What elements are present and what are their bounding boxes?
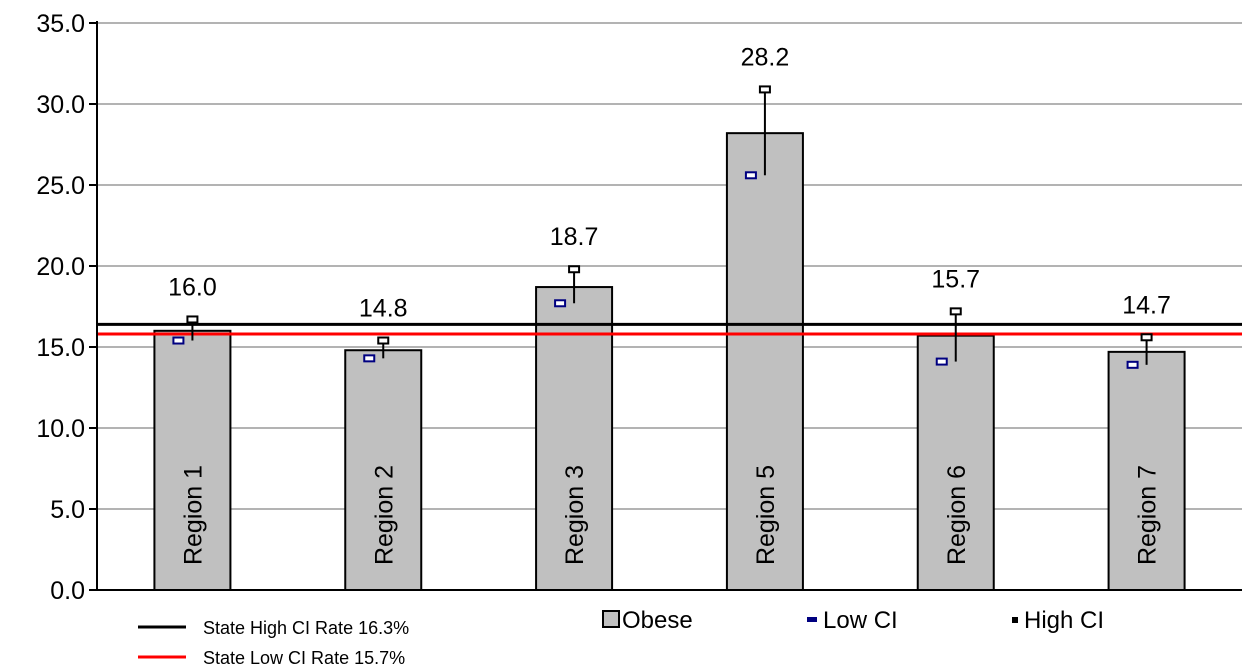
high-ci-marker — [568, 265, 581, 274]
high-ci-marker — [949, 307, 962, 316]
bar — [535, 286, 614, 591]
y-tick-label: 30.0 — [36, 91, 85, 119]
bars — [153, 132, 1186, 591]
bar — [916, 334, 995, 591]
category-label: Region 6 — [943, 465, 971, 565]
legend-label: High CI — [1024, 607, 1104, 634]
legend: State High CI Rate 16.3% State Low CI Rat… — [138, 607, 1104, 666]
data-label: 16.0 — [168, 273, 217, 301]
gridlines — [97, 22, 1242, 510]
y-tick-label: 0.0 — [50, 577, 85, 605]
low-ci-marker — [363, 354, 376, 363]
legend-label: Obese — [622, 607, 693, 634]
axes — [89, 21, 1242, 591]
category-label: Region 5 — [752, 465, 780, 565]
legend-label: State High CI Rate 16.3% — [203, 618, 409, 638]
category-label: Region 3 — [561, 465, 589, 565]
category-label: Region 7 — [1134, 465, 1162, 565]
category-label: Region 1 — [179, 465, 207, 565]
y-tick-label: 10.0 — [36, 415, 85, 443]
low-ci-marker — [172, 336, 185, 345]
data-label: 15.7 — [931, 265, 980, 293]
low-ci-marker — [744, 171, 757, 180]
reference-lines — [97, 322, 1242, 336]
bar — [344, 349, 423, 591]
low-ci-marker — [554, 299, 567, 308]
legend-label: Low CI — [823, 607, 898, 634]
y-tick-label: 15.0 — [36, 334, 85, 362]
high-ci-marker — [758, 85, 771, 94]
data-label: 14.8 — [359, 295, 408, 323]
data-label: 28.2 — [741, 43, 790, 71]
legend-label: State Low CI Rate 15.7% — [203, 648, 405, 666]
data-label: 18.7 — [550, 223, 599, 251]
error-bars — [172, 85, 1153, 369]
y-tick-label: 35.0 — [36, 10, 85, 38]
bar — [725, 132, 804, 591]
category-label: Region 2 — [370, 465, 398, 565]
high-ci-marker — [1140, 333, 1153, 342]
legend-swatch-low-ci — [807, 617, 817, 622]
bar — [1107, 350, 1186, 591]
legend-swatch-high-ci — [1012, 617, 1018, 623]
high-ci-marker — [186, 315, 199, 324]
low-ci-marker — [1126, 360, 1139, 369]
y-tick-label: 25.0 — [36, 172, 85, 200]
y-tick-label: 5.0 — [50, 496, 85, 524]
legend-swatch-obese — [602, 610, 620, 628]
data-label: 14.7 — [1122, 291, 1171, 319]
labels: 0.0 5.0 10.0 15.0 20.0 25.0 30.0 35.0 16.0 Region… — [36, 10, 1171, 605]
y-tick-label: 20.0 — [36, 253, 85, 281]
low-ci-marker — [935, 357, 948, 366]
high-ci-marker — [377, 336, 390, 345]
